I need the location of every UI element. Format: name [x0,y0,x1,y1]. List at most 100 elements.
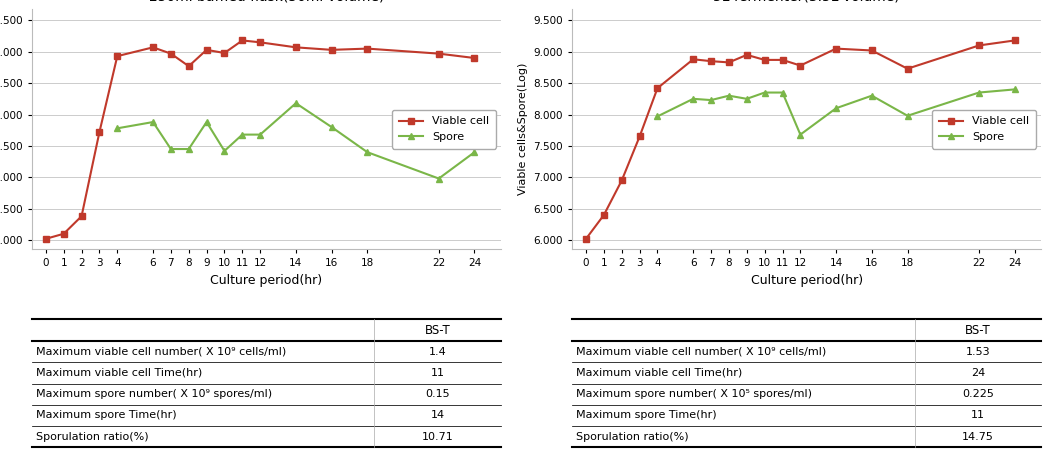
Bar [914,426,1041,447]
Spore [866,93,878,98]
Text: Maximum viable cell Time(hr): Maximum viable cell Time(hr) [36,368,202,378]
Bar [571,426,914,447]
Spore [1009,87,1021,92]
Viable cell [741,52,753,58]
Bar [571,341,914,362]
Text: Sporulation ratio(%): Sporulation ratio(%) [36,432,149,442]
Viable cell [705,58,717,64]
Viable cell [830,46,843,51]
Bar [375,341,502,362]
Bar [32,341,375,362]
Viable cell [794,63,807,68]
Legend: Viable cell, Spore: Viable cell, Spore [392,110,495,149]
Spore [182,146,195,152]
Text: Sporulation ratio(%): Sporulation ratio(%) [576,432,689,442]
Viable cell [598,212,610,217]
Text: Maximum spore number( X 10⁹ spores/ml): Maximum spore number( X 10⁹ spores/ml) [36,389,272,399]
Spore [723,93,735,98]
Text: 24: 24 [971,368,985,378]
Viable cell [146,45,159,50]
Spore [254,132,266,137]
Viable cell [236,38,248,43]
Spore [218,148,230,154]
Bar [375,426,502,447]
Viable cell [633,134,646,139]
Viable cell [973,43,986,48]
Viable cell [361,46,373,51]
Bar [375,405,502,426]
Bar [32,362,375,384]
Viable cell [902,66,914,72]
Spore [758,90,771,95]
Bar [571,319,914,341]
Viable cell [723,60,735,65]
Spore [164,146,177,152]
Bar [914,341,1041,362]
Spore [705,97,717,103]
Viable cell [182,63,195,69]
Bar [375,384,502,405]
Bar [571,384,914,405]
Viable cell [164,51,177,56]
Title: 5L fermenter(3.5L volume): 5L fermenter(3.5L volume) [713,0,899,4]
Text: 11: 11 [971,410,985,420]
Bar [32,405,375,426]
Viable cell [687,57,700,62]
Bar [571,405,914,426]
Bar [914,319,1041,341]
Viable cell [94,130,106,135]
Bar [914,405,1041,426]
Spore [776,90,789,95]
Viable cell [218,50,230,56]
Spore [236,132,248,137]
Bar [375,319,502,341]
Text: 11: 11 [431,368,445,378]
Viable cell [468,55,481,61]
Text: Maximum viable cell number( X 10⁹ cells/ml): Maximum viable cell number( X 10⁹ cells/… [576,347,827,357]
Viable cell [758,57,771,63]
Spore [432,176,445,181]
Text: 0.15: 0.15 [426,389,450,399]
Viable cell [289,45,302,50]
Spore [651,114,664,119]
Spore [146,119,159,125]
Viable cell [76,213,88,219]
Bar [32,426,375,447]
Spore [468,149,481,155]
Text: Maximum spore number( X 10⁵ spores/ml): Maximum spore number( X 10⁵ spores/ml) [576,389,812,399]
Text: 14: 14 [431,410,445,420]
Text: 14.75: 14.75 [963,432,994,442]
Bar [914,384,1041,405]
Title: 250ml baffled flask(50ml volume): 250ml baffled flask(50ml volume) [148,0,384,4]
Spore [325,124,338,130]
Text: 1.53: 1.53 [966,347,990,357]
X-axis label: Culture period(hr): Culture period(hr) [210,274,323,287]
Viable cell [200,47,213,53]
Viable cell [776,57,789,63]
Line: Spore: Spore [654,86,1018,138]
Line: Spore: Spore [114,100,478,182]
Spore [741,96,753,101]
Viable cell [651,86,664,91]
Viable cell [432,51,445,56]
X-axis label: Culture period(hr): Culture period(hr) [750,274,863,287]
Text: BS-T: BS-T [965,323,991,337]
Spore [361,149,373,155]
Spore [902,113,914,119]
Text: 10.71: 10.71 [422,432,453,442]
Text: Maximum spore Time(hr): Maximum spore Time(hr) [576,410,717,420]
Bar [571,362,914,384]
Spore [830,106,843,111]
Viable cell [110,53,123,59]
Bar [32,319,375,341]
Bar [914,362,1041,384]
Spore [110,125,123,131]
Line: Viable cell: Viable cell [42,37,478,242]
Viable cell [40,236,53,241]
Spore [794,132,807,137]
Text: 1.4: 1.4 [429,347,447,357]
Viable cell [254,39,266,45]
Viable cell [58,231,70,236]
Text: 0.225: 0.225 [963,389,994,399]
Bar [32,384,375,405]
